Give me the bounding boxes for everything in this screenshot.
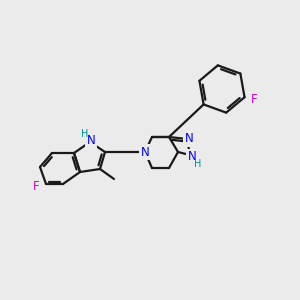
Text: N: N	[87, 134, 95, 146]
Text: N: N	[184, 133, 194, 146]
Text: H: H	[81, 129, 89, 139]
Text: N: N	[141, 146, 149, 158]
Text: F: F	[251, 93, 258, 106]
Text: F: F	[33, 181, 39, 194]
Text: N: N	[188, 151, 196, 164]
Text: H: H	[194, 159, 202, 169]
